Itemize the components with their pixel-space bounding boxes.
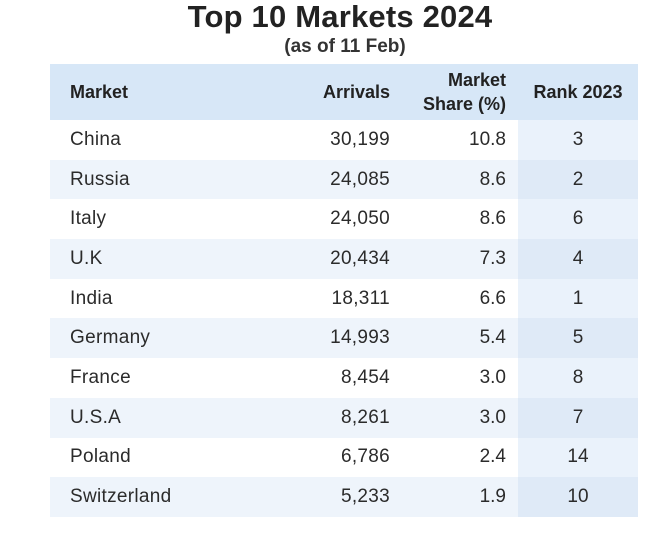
table-row: Switzerland 5,233 1.9 10	[50, 477, 638, 517]
cell-rank-2023: 14	[518, 437, 638, 478]
cell-market-share: 3.0	[479, 406, 506, 428]
cell-arrivals: 18,311	[331, 287, 390, 309]
table-row: U.K 20,434 7.3 4	[50, 239, 638, 279]
cell-arrivals: 8,261	[340, 406, 390, 428]
cell-rank-2023: 2	[518, 159, 638, 200]
cell-rank-2023: 6	[518, 199, 638, 240]
cell-market: Poland	[70, 446, 131, 468]
cell-arrivals: 24,050	[330, 208, 390, 230]
table-header-row: Market Arrivals Market Share (%) Rank 20…	[50, 64, 638, 120]
markets-table: Market Arrivals Market Share (%) Rank 20…	[50, 64, 638, 517]
table-body: China 30,199 10.8 3 Russia 24,085 8.6 2 Italy 24,…	[50, 120, 638, 517]
cell-market-share: 10.8	[469, 128, 506, 150]
cell-arrivals: 14,993	[330, 327, 390, 349]
cell-market: China	[70, 128, 122, 150]
table-header: Market Arrivals Market Share (%) Rank 20…	[50, 64, 638, 120]
header-market-share: Market Share (%)	[400, 64, 518, 120]
markets-table-container: Market Arrivals Market Share (%) Rank 20…	[50, 64, 638, 517]
cell-market: France	[70, 366, 131, 388]
cell-rank-2023: 4	[518, 239, 638, 279]
cell-market: India	[70, 287, 113, 309]
cell-rank-2023: 7	[518, 397, 638, 438]
cell-arrivals: 20,434	[330, 247, 390, 269]
cell-rank-2023: 8	[518, 358, 638, 398]
table-row: France 8,454 3.0 8	[50, 358, 638, 398]
header-rank-2023: Rank 2023	[533, 82, 623, 102]
cell-market-share: 7.3	[479, 247, 506, 269]
cell-market: Germany	[70, 327, 151, 349]
table-row: China 30,199 10.8 3	[50, 120, 638, 160]
header-market: Market	[70, 82, 129, 102]
cell-market-share: 8.6	[479, 168, 506, 190]
cell-market: U.S.A	[70, 406, 122, 428]
cell-market-share: 1.9	[479, 486, 506, 508]
page-subtitle: (as of 11 Feb)	[284, 36, 406, 57]
page-title: Top 10 Markets 2024	[187, 0, 493, 34]
table-row: Germany 14,993 5.4 5	[50, 318, 638, 359]
cell-rank-2023: 10	[518, 477, 638, 517]
cell-arrivals: 8,454	[340, 366, 390, 388]
cell-rank-2023: 3	[518, 120, 638, 160]
header-market-share-line1: Market	[447, 70, 506, 90]
cell-market-share: 8.6	[479, 208, 506, 230]
cell-market-share: 6.6	[479, 287, 506, 309]
table-row: U.S.A 8,261 3.0 7	[50, 397, 638, 438]
cell-market: U.K	[70, 247, 103, 269]
table-row: Poland 6,786 2.4 14	[50, 437, 638, 478]
cell-market-share: 5.4	[479, 327, 506, 349]
cell-market: Italy	[70, 208, 107, 230]
cell-market-share: 2.4	[479, 446, 506, 468]
cell-arrivals: 24,085	[330, 168, 390, 190]
cell-arrivals: 30,199	[330, 128, 390, 150]
cell-market-share: 3.0	[479, 366, 506, 388]
table-row: Russia 24,085 8.6 2	[50, 159, 638, 200]
cell-rank-2023: 5	[518, 318, 638, 359]
header-market-share-line2: Share (%)	[422, 94, 506, 114]
cell-arrivals: 6,786	[340, 446, 390, 468]
cell-market: Switzerland	[70, 486, 172, 508]
cell-rank-2023: 1	[518, 278, 638, 319]
table-row: India 18,311 6.6 1	[50, 278, 638, 319]
header-arrivals: Arrivals	[322, 82, 390, 102]
table-row: Italy 24,050 8.6 6	[50, 199, 638, 240]
cell-market: Russia	[70, 168, 130, 190]
cell-arrivals: 5,233	[340, 486, 390, 508]
